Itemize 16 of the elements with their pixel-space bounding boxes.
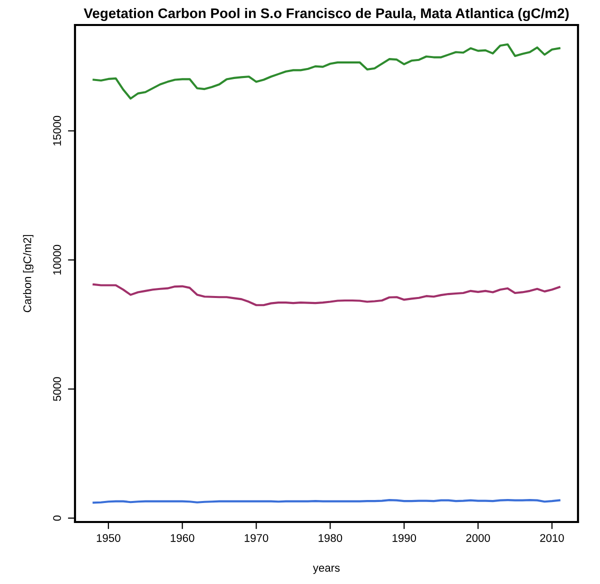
line-series <box>92 283 560 306</box>
y-tick-label: 10000 <box>53 244 61 275</box>
y-tick-label: 15000 <box>53 116 61 146</box>
y-tick-label: 5000 <box>53 377 61 401</box>
y-axis-title: Carbon [gC/m2] <box>23 235 34 312</box>
y-tick-label: 0 <box>53 515 61 521</box>
x-tick-label: 1970 <box>244 534 268 542</box>
x-tick-label: 2000 <box>466 534 490 542</box>
x-tick-label: 1990 <box>392 534 416 542</box>
x-tick-label: 1980 <box>318 534 342 542</box>
x-tick-label: 2010 <box>540 534 564 542</box>
line-series <box>92 43 560 100</box>
chart-title: Vegetation Carbon Pool in S.o Francisco de Paula, Mata Atlantica (gC/m2) <box>84 8 569 21</box>
x-tick-label: 1950 <box>96 534 120 542</box>
x-tick-label: 1960 <box>170 534 194 542</box>
x-axis-title: years <box>312 566 340 574</box>
